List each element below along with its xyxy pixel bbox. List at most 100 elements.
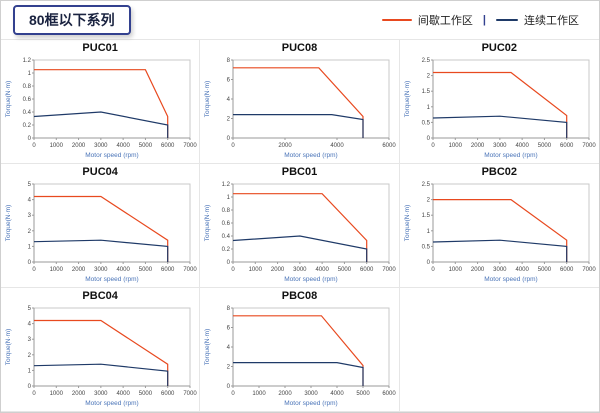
chart-title: PBC01 bbox=[281, 166, 318, 178]
chart-text: 1.2 bbox=[222, 182, 231, 188]
chart-text: 0.8 bbox=[222, 208, 231, 214]
chart-text: 2000 bbox=[471, 267, 485, 273]
chart-text: 1000 bbox=[448, 267, 462, 273]
plot-area bbox=[232, 183, 390, 263]
chart-text: 6000 bbox=[161, 391, 175, 397]
continuous-zone-line bbox=[232, 113, 364, 138]
chart-text: 4000 bbox=[515, 143, 529, 149]
chart-text: Motor speed (rpm) bbox=[85, 400, 138, 407]
chart-title: PUC04 bbox=[82, 166, 118, 178]
chart-text: 6000 bbox=[560, 143, 574, 149]
chart-text: 1.5 bbox=[421, 213, 430, 219]
chart-text: 1 bbox=[426, 229, 430, 235]
chart-text: 7000 bbox=[183, 143, 197, 149]
plot-area bbox=[33, 307, 191, 387]
chart-text: 4000 bbox=[116, 267, 130, 273]
chart-text: Motor speed (rpm) bbox=[484, 152, 537, 159]
chart-text: 1000 bbox=[448, 143, 462, 149]
chart-text: 4000 bbox=[330, 391, 344, 397]
chart-plot: 0 1000 2000 3000 4000 5000 6000 0 2 4 6 8 Motor spee… bbox=[204, 306, 396, 407]
chart-grid: PUC01 0 1000 2000 3000 4000 5000 6000 7000 0 0.2 0.… bbox=[1, 40, 599, 412]
chart-text: 6000 bbox=[382, 391, 396, 397]
chart-text: 0.2 bbox=[222, 247, 231, 253]
chart-text: 5 bbox=[27, 182, 31, 188]
chart-text: 1.5 bbox=[421, 89, 430, 95]
continuous-zone-line bbox=[33, 239, 168, 262]
series-title-badge: 80框以下系列 bbox=[13, 5, 131, 35]
continuous-zone-line bbox=[232, 235, 368, 262]
chart-cell-pbc08: PBC08 0 1000 2000 3000 4000 5000 6000 0 2 4 6 8 Motor… bbox=[200, 288, 400, 412]
chart-text: 0 bbox=[426, 136, 430, 142]
chart-text: 2000 bbox=[471, 143, 485, 149]
chart-text: Motor speed (rpm) bbox=[284, 400, 337, 407]
chart-text: 2 bbox=[227, 117, 231, 123]
chart-text: 0 bbox=[231, 143, 235, 149]
chart-text: 2.5 bbox=[421, 182, 430, 188]
chart-text: 0 bbox=[227, 136, 231, 142]
chart-title: PBC08 bbox=[281, 290, 318, 302]
continuous-zone-line bbox=[232, 361, 364, 386]
intermittent-zone-line-icon bbox=[381, 19, 412, 21]
chart-text: 0 bbox=[32, 391, 36, 397]
chart-text: 1 bbox=[27, 244, 31, 250]
chart-text: Torque(N·m) bbox=[5, 329, 12, 365]
chart-text: 5000 bbox=[138, 143, 152, 149]
chart-text: 4 bbox=[227, 345, 231, 351]
chart-cell-pbc04: PBC04 0 1000 2000 3000 4000 5000 6000 7000 0 1 2 3 4 5… bbox=[1, 288, 201, 412]
series-title: 80框以下系列 bbox=[29, 12, 115, 28]
chart-text: 5000 bbox=[538, 267, 552, 273]
chart-text: 5000 bbox=[338, 267, 352, 273]
chart-text: 0 bbox=[431, 267, 435, 273]
chart-text: 1000 bbox=[249, 267, 263, 273]
chart-text: 5000 bbox=[138, 391, 152, 397]
chart-text: 2000 bbox=[278, 391, 292, 397]
chart-cell-pbc01: PBC01 0 1000 2000 3000 4000 5000 6000 7000 0 0.2 0.… bbox=[200, 164, 400, 288]
chart-plot: 0 1000 2000 3000 4000 5000 6000 7000 0 1 2 3 4 5 Motor… bbox=[5, 182, 197, 283]
chart-text: 4000 bbox=[116, 143, 130, 149]
chart-title: PUC01 bbox=[82, 42, 118, 54]
plot-area bbox=[432, 59, 590, 139]
chart-plot: 0 1000 2000 3000 4000 5000 6000 7000 0 0.2 0.4 0.6 0… bbox=[204, 182, 396, 283]
chart-text: 6 bbox=[227, 78, 231, 84]
plot-area bbox=[33, 183, 191, 263]
legend: 间歇工作区 | 连续工作区 bbox=[381, 12, 587, 28]
chart-plot: 0 1000 2000 3000 4000 5000 6000 7000 0 1 2 3 4 5 Motor… bbox=[5, 306, 197, 407]
chart-text: 2 bbox=[426, 198, 430, 204]
chart-text: 4 bbox=[227, 97, 231, 103]
chart-cell-puc01: PUC01 0 1000 2000 3000 4000 5000 6000 7000 0 0.2 0.… bbox=[1, 40, 201, 164]
chart-text: 2 bbox=[426, 74, 430, 80]
chart-text: 2000 bbox=[72, 267, 86, 273]
chart-text: 0 bbox=[32, 143, 36, 149]
chart-title: PBC04 bbox=[82, 290, 118, 302]
chart-text: 4000 bbox=[515, 267, 529, 273]
chart-text: 3000 bbox=[493, 143, 507, 149]
chart-text: 3000 bbox=[94, 267, 108, 273]
chart-text: 5000 bbox=[538, 143, 552, 149]
chart-text: 3000 bbox=[304, 391, 318, 397]
plot-area bbox=[432, 183, 590, 263]
chart-text: 2.5 bbox=[421, 58, 430, 64]
continuous-zone-line bbox=[33, 111, 168, 138]
chart-text: 7000 bbox=[183, 391, 197, 397]
chart-text: 2000 bbox=[72, 391, 86, 397]
chart-title: PBC02 bbox=[481, 166, 518, 178]
chart-text: 0 bbox=[27, 260, 31, 266]
chart-text: 0 bbox=[431, 143, 435, 149]
header: 80框以下系列 间歇工作区 | 连续工作区 bbox=[1, 1, 599, 40]
chart-cell-pbc02: PBC02 0 1000 2000 3000 4000 5000 6000 7000 0 0.5 1 1… bbox=[399, 164, 599, 288]
continuous-zone-line bbox=[432, 115, 568, 138]
chart-text: 6000 bbox=[161, 267, 175, 273]
chart-text: 4000 bbox=[315, 267, 329, 273]
plot-area bbox=[33, 59, 191, 139]
chart-text: 0 bbox=[27, 384, 31, 390]
chart-text: Torque(N·m) bbox=[204, 205, 211, 241]
chart-text: Torque(N·m) bbox=[5, 81, 12, 117]
chart-text: Torque(N·m) bbox=[204, 81, 211, 117]
chart-plot: 0 1000 2000 3000 4000 5000 6000 7000 0 0.2 0.4 0.6 0… bbox=[5, 58, 197, 159]
chart-text: Motor speed (rpm) bbox=[85, 152, 138, 159]
chart-text: 8 bbox=[227, 58, 231, 64]
plot-area bbox=[232, 307, 390, 387]
chart-text: 5 bbox=[27, 306, 31, 312]
chart-text: Motor speed (rpm) bbox=[484, 276, 537, 283]
chart-text: 2 bbox=[27, 353, 31, 359]
